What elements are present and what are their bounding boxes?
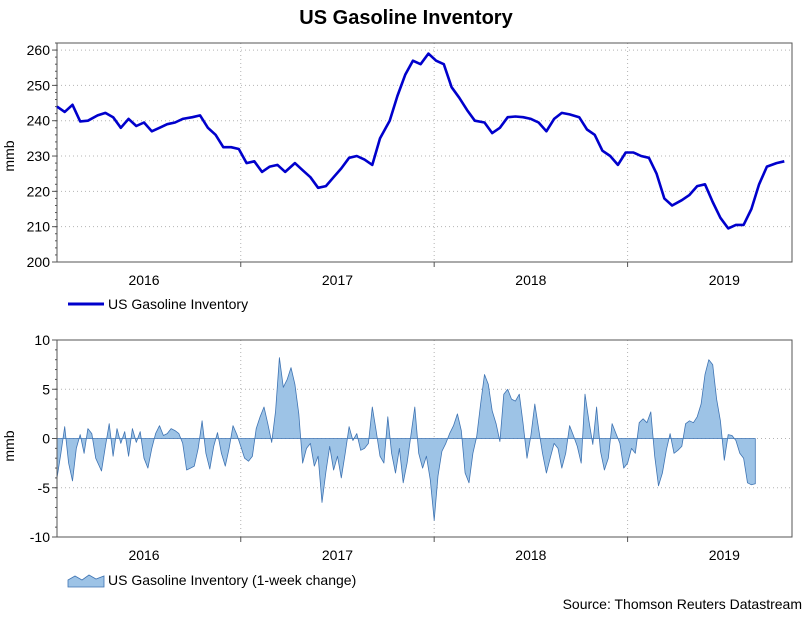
bottom-plot-frame	[56, 339, 793, 538]
bot-x-tick-label-3: 2019	[709, 547, 740, 563]
bottom-panel: -10 -5 0 5 10 2016 2017 2018 2019 mmb US Gasoli…	[1, 332, 802, 612]
bot-x-tick-label-1: 2017	[322, 547, 353, 563]
top-y-tick-label-2: 220	[27, 183, 51, 199]
bottom-y-axis-label: mmb	[1, 430, 17, 461]
bot-y-tick-label-3: 5	[42, 381, 50, 397]
bot-x-tick-label-0: 2016	[128, 547, 159, 563]
top-x-tick-label-2: 2018	[515, 272, 546, 288]
top-y-tick-label-3: 230	[27, 148, 51, 164]
bottom-y-ticks: -10 -5 0 5 10	[30, 332, 57, 545]
bottom-x-ticks: 2016 2017 2018 2019	[128, 537, 740, 563]
top-gridlines	[57, 43, 792, 263]
bot-y-tick-label-2: 0	[42, 431, 50, 447]
bot-y-tick-label-4: 10	[34, 332, 50, 348]
top-y-tick-label-1: 210	[27, 219, 51, 235]
bottom-legend-swatch	[67, 574, 105, 588]
top-y-tick-label-6: 260	[27, 42, 51, 58]
top-panel: 200 210 220 230 240 250 260 2016 2017 2018 2019 m…	[1, 42, 793, 312]
chart-title: US Gasoline Inventory	[299, 7, 513, 29]
top-y-axis-label: mmb	[1, 140, 17, 171]
top-x-tick-label-1: 2017	[322, 272, 353, 288]
bot-y-tick-label-0: -10	[30, 529, 50, 545]
top-series-line	[56, 52, 785, 230]
bot-y-tick-label-1: -5	[38, 480, 51, 496]
top-x-tick-label-0: 2016	[128, 272, 159, 288]
top-y-tick-label-4: 240	[27, 113, 51, 129]
source-note: Source: Thomson Reuters Datastream	[563, 596, 802, 612]
top-legend-label: US Gasoline Inventory	[108, 296, 248, 312]
top-x-tick-label-3: 2019	[709, 272, 740, 288]
top-legend: US Gasoline Inventory	[68, 296, 248, 312]
top-y-tick-label-5: 250	[27, 77, 51, 93]
top-x-ticks: 2016 2017 2018 2019	[128, 262, 740, 288]
bottom-series-area	[56, 357, 756, 521]
top-plot-frame	[56, 42, 793, 263]
bottom-legend-label: US Gasoline Inventory (1-week change)	[108, 572, 356, 588]
bot-x-tick-label-2: 2018	[515, 547, 546, 563]
top-y-ticks: 200 210 220 230 240 250 260	[27, 42, 57, 270]
bottom-legend: US Gasoline Inventory (1-week change)	[67, 572, 356, 588]
top-y-tick-label-0: 200	[27, 254, 51, 270]
